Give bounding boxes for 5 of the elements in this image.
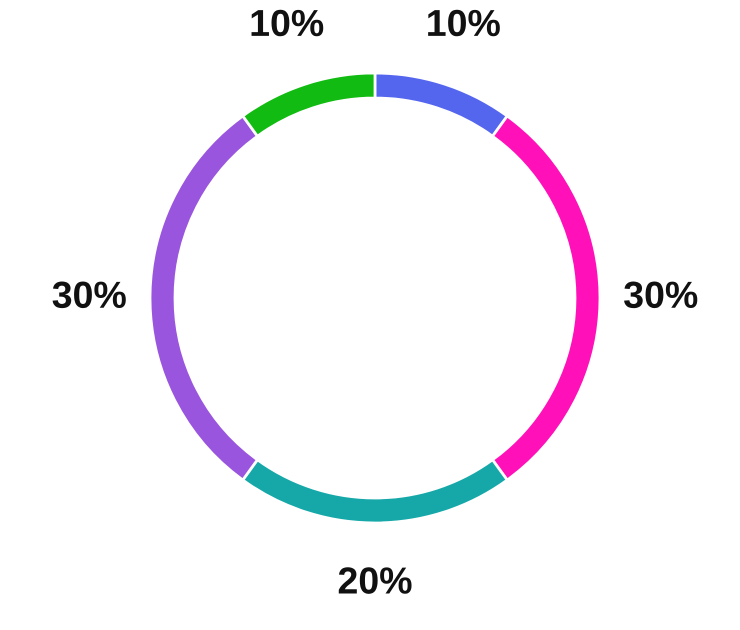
- data-label: 20%: [338, 567, 412, 594]
- data-label: 30%: [52, 282, 126, 308]
- data-label: 10%: [252, 10, 324, 36]
- data-label: 10%: [428, 10, 500, 36]
- data-label: 30%: [624, 282, 698, 308]
